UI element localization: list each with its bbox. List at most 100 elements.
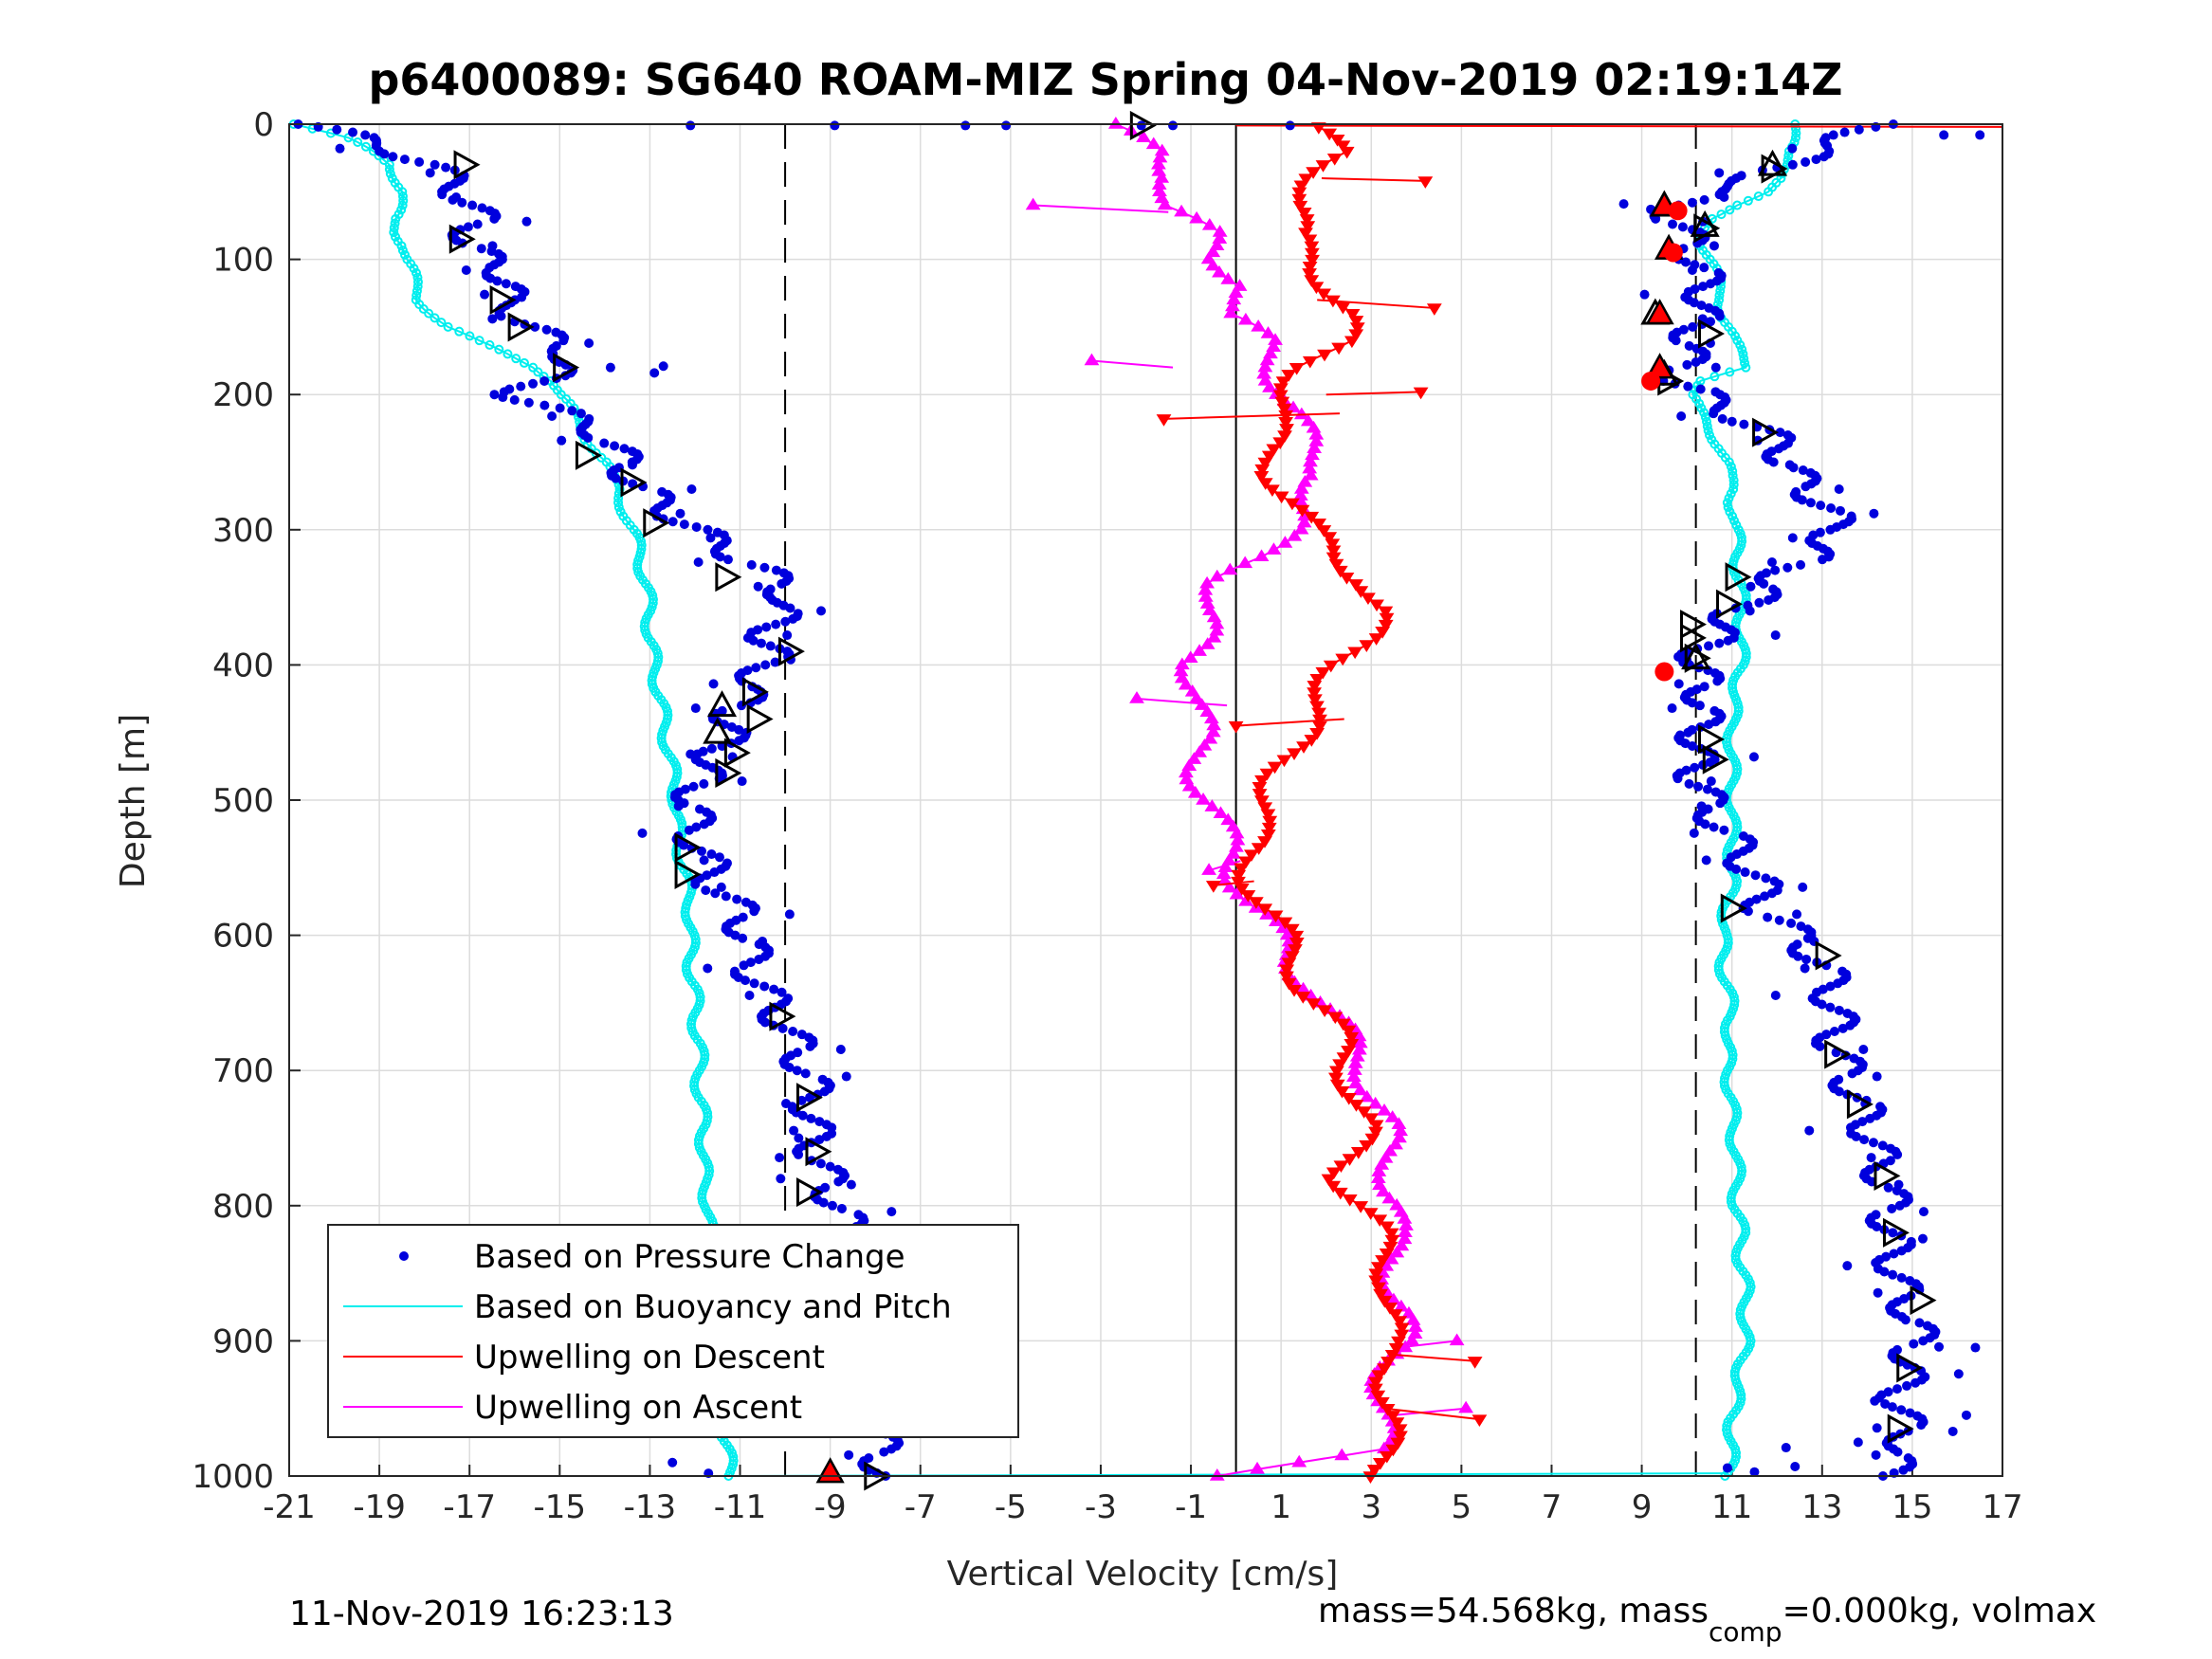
open-triangle-marker xyxy=(746,703,774,734)
buoyancy-pitch-point xyxy=(1728,484,1739,495)
upwelling-descent-spike xyxy=(1384,1407,1480,1421)
pressure-change-point xyxy=(1727,416,1737,427)
buoyancy-pitch-point xyxy=(1735,339,1746,350)
buoyancy-pitch-point xyxy=(397,246,408,256)
open-triangle-marker xyxy=(723,738,751,768)
x-tick-label: -9 xyxy=(814,1488,847,1526)
pressure-change-point xyxy=(1774,915,1784,925)
open-triangle-marker xyxy=(1815,940,1842,971)
upwelling-descent-marker xyxy=(1325,545,1342,558)
pressure-change-point xyxy=(521,216,532,227)
upwelling-descent-marker xyxy=(1322,532,1338,544)
red-dot-marker xyxy=(1663,243,1683,263)
upwelling-descent-marker xyxy=(1292,200,1308,213)
upwelling-ascent-marker xyxy=(1404,1333,1420,1346)
pressure-change-point xyxy=(1880,1398,1891,1409)
upwelling-descent-marker xyxy=(1344,308,1361,321)
pressure-change-point xyxy=(1868,1138,1878,1148)
open-triangle-marker xyxy=(777,636,805,666)
upwelling-descent-marker xyxy=(1332,1059,1347,1072)
pressure-change-point xyxy=(827,1200,837,1211)
red-triangle-marker xyxy=(1645,353,1674,379)
pressure-change-point xyxy=(1894,1200,1905,1211)
buoyancy-pitch-point xyxy=(1730,331,1741,341)
upwelling-descent-marker xyxy=(1300,221,1316,233)
footer-mass-sub: comp xyxy=(1709,1616,1782,1648)
buoyancy-pitch-point xyxy=(1724,493,1734,503)
y-tick-label: 300 xyxy=(212,512,274,550)
pressure-change-point xyxy=(805,1041,815,1051)
upwelling-ascent-marker xyxy=(1189,210,1205,224)
buoyancy-pitch-point xyxy=(484,339,495,350)
axes-frame xyxy=(288,123,2003,1477)
pressure-change-point xyxy=(1851,1131,1861,1141)
x-tick-label: -1 xyxy=(1175,1488,1207,1526)
x-tick-label: 1 xyxy=(1271,1488,1291,1526)
open-triangle-marker xyxy=(1896,1353,1924,1383)
pressure-change-point xyxy=(714,852,724,863)
pressure-change-point xyxy=(1766,888,1777,899)
buoyancy-pitch-point xyxy=(1726,462,1736,472)
pressure-change-point xyxy=(1883,1182,1893,1193)
upwelling-descent-marker xyxy=(1385,1444,1401,1457)
upwelling-descent-marker xyxy=(1306,998,1322,1011)
pressure-change-point xyxy=(1704,720,1714,730)
upwelling-ascent-marker xyxy=(1293,407,1309,420)
upwelling-descent-marker xyxy=(1362,1208,1379,1220)
pressure-change-point xyxy=(1764,594,1774,605)
upwelling-ascent-marker xyxy=(1237,556,1253,569)
pressure-change-point xyxy=(797,1110,808,1121)
upwelling-descent-marker xyxy=(1339,573,1355,585)
pressure-change-point xyxy=(844,1449,854,1460)
pressure-change-point xyxy=(1682,359,1692,370)
pressure-change-point xyxy=(1892,1447,1903,1457)
upwelling-descent-marker xyxy=(1374,1396,1390,1410)
buoyancy-pitch-point xyxy=(474,336,484,346)
upwelling-descent-marker xyxy=(1329,1079,1345,1092)
upwelling-ascent-marker xyxy=(1277,536,1293,548)
upwelling-descent-marker xyxy=(1307,681,1323,693)
upwelling-ascent-marker xyxy=(1186,752,1202,764)
footer-mass: mass=54.568kg, masscomp=0.000kg, volmax xyxy=(1318,1592,2096,1648)
open-triangle-marker xyxy=(1698,724,1725,755)
upwelling-descent-marker xyxy=(1289,930,1305,943)
upwelling-descent-marker xyxy=(1307,694,1323,706)
pressure-change-point xyxy=(794,1149,804,1159)
upwelling-ascent-marker xyxy=(1196,793,1211,805)
x-tick-label: -21 xyxy=(263,1488,316,1526)
upwelling-descent-marker xyxy=(1288,944,1303,957)
upwelling-descent-marker xyxy=(1379,1221,1395,1234)
upwelling-descent-marker xyxy=(1306,167,1322,179)
buoyancy-pitch-point xyxy=(1743,195,1753,206)
upwelling-descent-marker xyxy=(1304,511,1320,524)
x-tick-label: 17 xyxy=(1982,1488,2022,1526)
pressure-change-point xyxy=(748,635,759,646)
upwelling-ascent-marker xyxy=(1221,880,1237,893)
pressure-change-point xyxy=(815,1158,826,1169)
pressure-change-point xyxy=(1667,703,1677,714)
pressure-change-point xyxy=(1687,265,1697,276)
pressure-change-point xyxy=(1695,384,1706,394)
pressure-change-point xyxy=(1804,1125,1815,1136)
upwelling-descent-marker xyxy=(1251,843,1267,855)
pressure-change-point xyxy=(1792,909,1802,920)
upwelling-descent-marker xyxy=(1267,761,1283,775)
buoyancy-pitch-point xyxy=(695,995,705,1006)
pressure-change-point xyxy=(1714,638,1725,648)
upwelling-ascent-marker xyxy=(1377,1103,1392,1116)
pressure-change-point xyxy=(1770,630,1781,641)
pressure-change-point xyxy=(1706,317,1716,327)
upwelling-descent-marker xyxy=(1281,977,1297,991)
open-triangle-marker xyxy=(1702,744,1729,775)
pressure-change-point xyxy=(1786,918,1797,928)
pressure-change-point xyxy=(686,120,696,131)
pressure-change-point xyxy=(686,484,697,495)
buoyancy-pitch-point xyxy=(1728,470,1738,481)
upwelling-descent-marker xyxy=(1295,992,1311,1004)
upwelling-ascent-marker xyxy=(1174,204,1189,217)
pressure-change-point xyxy=(480,289,490,300)
upwelling-descent-marker xyxy=(1335,140,1351,154)
pressure-change-point xyxy=(583,432,594,443)
pressure-change-point xyxy=(360,130,371,140)
pressure-change-point xyxy=(1837,1023,1848,1033)
